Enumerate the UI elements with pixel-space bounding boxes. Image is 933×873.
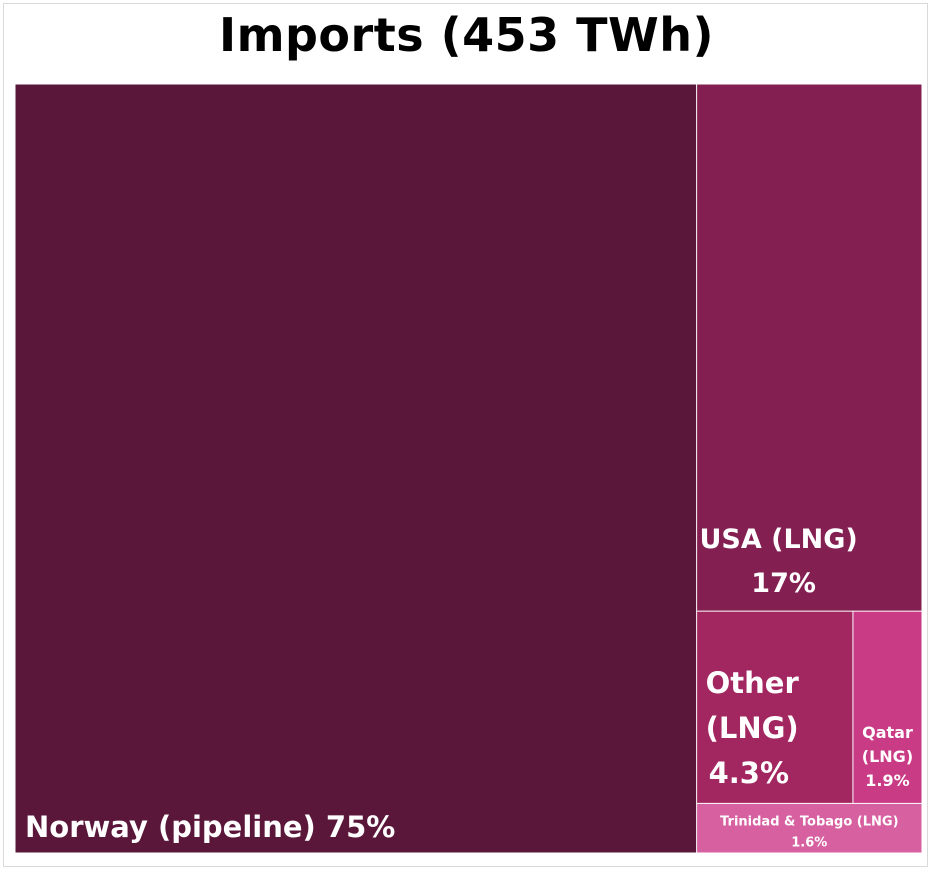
treemap-label-other-lng: Other (LNG) 4.3% <box>706 666 800 790</box>
treemap-cell-trinidad-tobago-lng <box>697 803 922 853</box>
treemap-cell-usa-lng <box>697 84 922 611</box>
treemap-label-qatar-lng: Qatar (LNG) 1.9% <box>862 723 913 790</box>
treemap-label-usa-lng: USA (LNG) 17% <box>699 524 857 599</box>
treemap-label-norway-pipeline: Norway (pipeline) 75% <box>25 810 395 844</box>
treemap-cell-other-lng <box>697 611 853 803</box>
treemap-cell-norway-pipeline <box>15 84 697 853</box>
treemap-label-trinidad-tobago-lng: Trinidad & Tobago (LNG) 1.6% <box>720 814 898 850</box>
chart-title: Imports (453 TWh) <box>218 8 715 62</box>
treemap-cell-qatar-lng <box>853 611 922 803</box>
